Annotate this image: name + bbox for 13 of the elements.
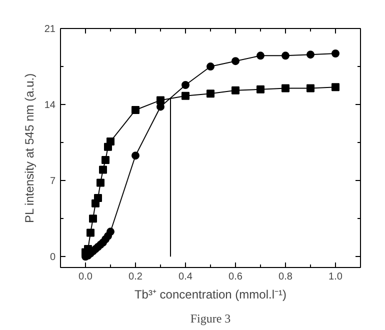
caption: Figure 3 xyxy=(190,312,231,326)
y-tick-label: 14 xyxy=(44,100,56,112)
x-tick-label: 0.8 xyxy=(278,272,293,282)
x-tick-label: 0.6 xyxy=(228,272,243,282)
y-tick-label: 0 xyxy=(50,252,56,264)
x-tick-label: 0.4 xyxy=(178,272,193,282)
y-tick-label: 7 xyxy=(50,176,56,188)
x-tick-label: 0.2 xyxy=(128,272,143,282)
y-axis-title: PL intensity at 545 nm (a.u.) xyxy=(22,73,36,224)
x-axis-title: Tb³⁺ concentration (mmol.l⁻¹) xyxy=(134,288,287,302)
x-tick-label: 0.0 xyxy=(78,272,93,282)
x-tick-label: 1.0 xyxy=(328,272,343,282)
y-tick-label: 21 xyxy=(44,24,56,35)
